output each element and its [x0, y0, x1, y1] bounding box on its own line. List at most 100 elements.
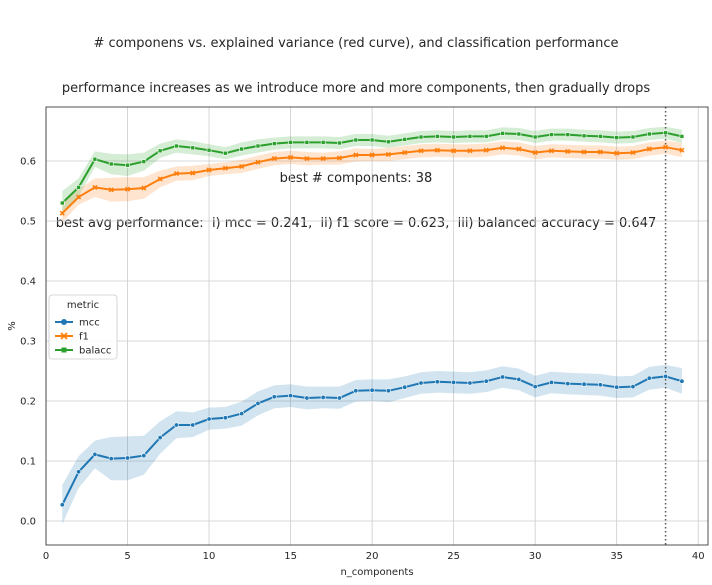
- mcc-point: [532, 384, 538, 390]
- legend-label-f1: f1: [79, 332, 89, 343]
- y-tick-label: 0.3: [20, 337, 36, 348]
- balacc-point: [271, 141, 277, 146]
- f1-point: [92, 184, 98, 190]
- f1-point: [222, 165, 228, 171]
- mcc-point: [467, 380, 473, 386]
- f1-point: [141, 185, 147, 191]
- legend-label-mcc: mcc: [79, 318, 100, 329]
- series-markers: [59, 130, 685, 508]
- y-tick-label: 0.0: [20, 517, 36, 528]
- mcc-point: [255, 400, 261, 406]
- f1-point: [614, 150, 620, 156]
- legend-label-balacc: balacc: [79, 346, 111, 357]
- y-tick-label: 0.2: [20, 397, 36, 408]
- balacc-point: [647, 131, 652, 137]
- mcc-point: [402, 384, 408, 390]
- f1-point: [532, 150, 538, 156]
- mcc-point: [108, 456, 114, 462]
- f1-point: [190, 170, 196, 176]
- y-axis-label: %: [7, 321, 18, 331]
- mcc-point: [141, 453, 147, 459]
- grid: [45, 107, 708, 545]
- mcc-point: [336, 395, 342, 401]
- balacc-point: [467, 134, 473, 139]
- mcc-point: [663, 373, 669, 379]
- legend-box: [48, 294, 118, 360]
- mcc-point: [320, 394, 326, 400]
- f1-ci-band: [62, 140, 682, 223]
- f1-point: [402, 150, 408, 156]
- mcc-point: [630, 384, 636, 390]
- f1-point: [451, 148, 457, 154]
- x-tick-label: 0: [43, 551, 49, 562]
- balacc-point: [190, 145, 196, 151]
- mcc-point: [239, 411, 245, 417]
- f1-point: [630, 150, 636, 156]
- legend-title: metric: [67, 300, 99, 311]
- mcc-point: [597, 382, 603, 388]
- mcc-point: [304, 395, 310, 401]
- axis-ticks: 0 5 10 15 20 25 30 35 40 0.0 0.1 0.2 0.3 0.4 0.5 0.6: [20, 157, 704, 563]
- mcc-point: [353, 388, 359, 394]
- f1-point: [157, 176, 163, 182]
- mcc-point: [516, 376, 522, 382]
- legend-marker-f1: [60, 332, 68, 340]
- balacc-point: [500, 131, 505, 136]
- balacc-point: [223, 150, 228, 156]
- balacc-point: [157, 148, 163, 154]
- mcc-point: [679, 378, 685, 384]
- f1-point: [108, 187, 114, 193]
- mcc-point: [451, 379, 457, 385]
- balacc-point: [76, 185, 81, 190]
- f1-point: [353, 152, 359, 158]
- mcc-point: [271, 394, 277, 400]
- mcc-point: [288, 393, 294, 399]
- f1-point: [206, 167, 212, 173]
- y-tick-label: 0.6: [20, 157, 36, 168]
- x-tick-label: 30: [529, 551, 542, 562]
- f1-point: [288, 154, 294, 160]
- balacc-point: [402, 137, 408, 142]
- mcc-point: [418, 380, 424, 386]
- f1-point: [434, 147, 440, 153]
- mcc-point: [581, 381, 587, 387]
- f1-point: [516, 146, 522, 152]
- title-line-4: best # components: 38: [279, 171, 433, 186]
- f1-point: [336, 155, 343, 161]
- balacc-point: [174, 143, 179, 149]
- mcc-point: [173, 422, 179, 428]
- plot-frame: [45, 106, 709, 546]
- balacc-point: [549, 132, 554, 137]
- f1-point: [76, 194, 82, 200]
- mcc-point: [646, 375, 652, 381]
- mcc-ci-band: [62, 365, 682, 524]
- x-tick-label: 25: [447, 551, 460, 562]
- f1-point: [239, 163, 245, 169]
- balacc-point: [125, 162, 130, 168]
- title-line-1: # componens vs. explained variance (red …: [93, 36, 619, 51]
- f1-point: [597, 149, 603, 155]
- chart-title: # componens vs. explained variance (red …: [0, 6, 712, 246]
- balacc-point: [630, 134, 636, 140]
- f1-point: [565, 148, 571, 154]
- confidence-bands: [62, 126, 682, 524]
- balacc-point: [206, 147, 212, 153]
- mcc-point: [369, 387, 375, 393]
- balacc-point: [451, 134, 456, 140]
- balacc-point: [92, 156, 98, 162]
- mcc-point: [206, 416, 212, 422]
- balacc-point: [565, 132, 571, 137]
- mcc-point: [434, 379, 440, 385]
- mcc-point: [483, 378, 489, 384]
- f1-point: [385, 151, 391, 157]
- balacc-ci-band: [62, 126, 682, 215]
- f1-point: [467, 148, 473, 154]
- y-tick-label: 0.1: [20, 457, 36, 468]
- mcc-point: [125, 455, 131, 461]
- mcc-point: [500, 374, 506, 380]
- x-axis-label: n_components: [340, 567, 413, 578]
- f1-point: [173, 171, 180, 177]
- f1-point: [320, 156, 326, 162]
- balacc-point: [435, 134, 440, 139]
- balacc-point: [581, 133, 587, 139]
